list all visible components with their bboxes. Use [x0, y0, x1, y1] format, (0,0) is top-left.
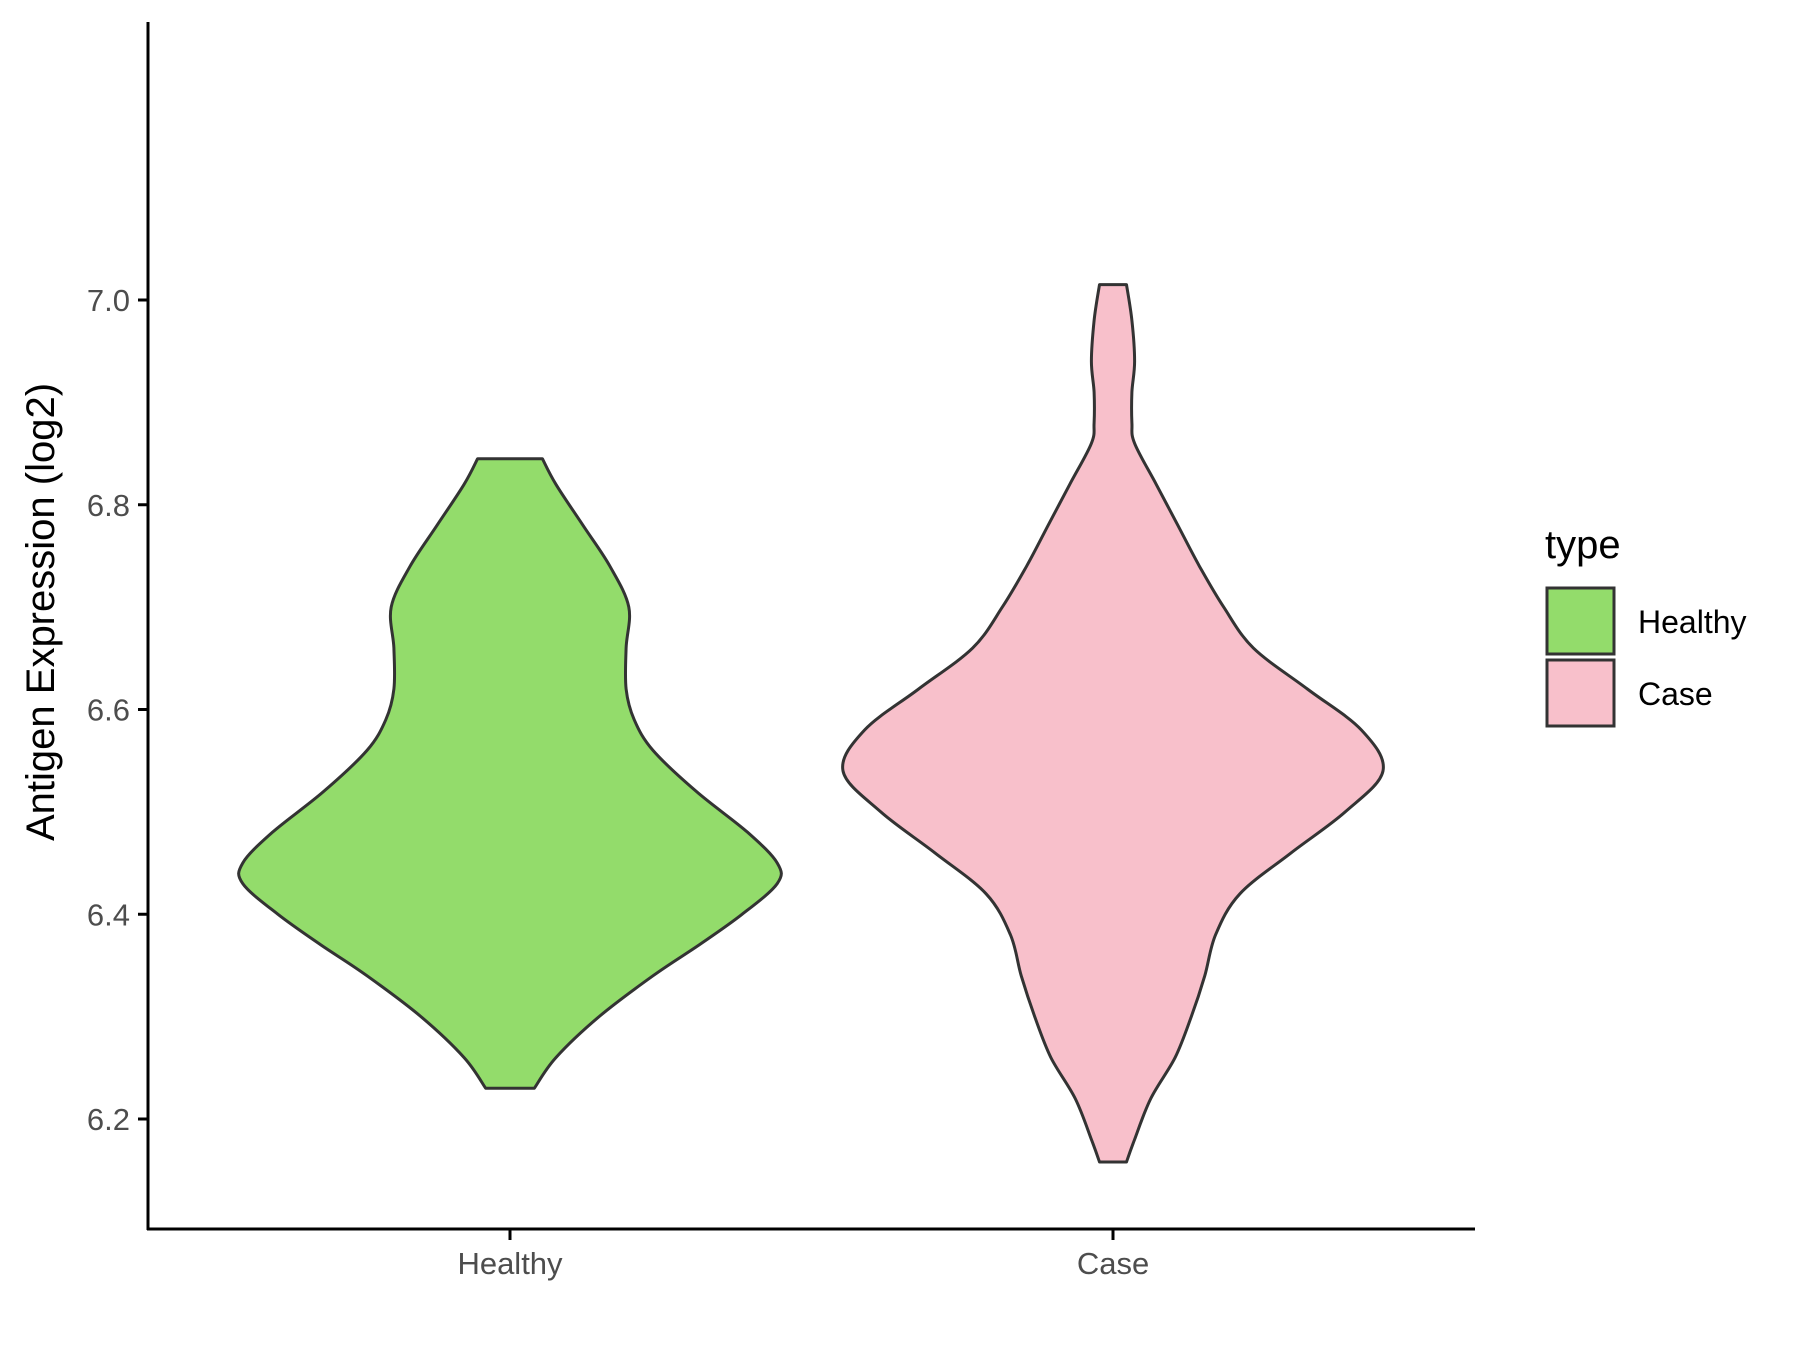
- violin-healthy: [237, 457, 783, 1090]
- y-tick-label: 6.6: [87, 693, 130, 728]
- x-tick-label-healthy: Healthy: [457, 1246, 563, 1281]
- y-ticks: 6.2 6.4 6.6 6.8 7.0: [87, 283, 148, 1137]
- legend-swatch-case: [1545, 658, 1616, 728]
- legend-swatch-healthy: [1545, 586, 1616, 656]
- legend-title: type: [1545, 523, 1621, 567]
- x-ticks: Healthy Case: [457, 1229, 1149, 1281]
- violin-case: [841, 283, 1385, 1164]
- y-tick-label: 6.8: [87, 488, 130, 523]
- y-tick-label: 7.0: [87, 283, 130, 318]
- legend: type Healthy Case: [1545, 523, 1747, 728]
- y-tick-label: 6.4: [87, 897, 130, 932]
- x-tick-label-case: Case: [1077, 1246, 1149, 1281]
- violins-layer: [237, 283, 1385, 1164]
- axes-layer: [146, 22, 1475, 1231]
- legend-label-case: Case: [1638, 676, 1713, 712]
- legend-label-healthy: Healthy: [1638, 604, 1747, 640]
- y-axis-title: Antigen Expression (log2): [19, 383, 63, 841]
- y-tick-label: 6.2: [87, 1102, 130, 1137]
